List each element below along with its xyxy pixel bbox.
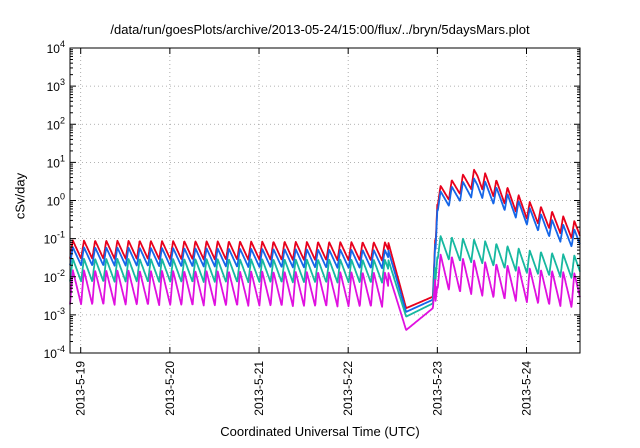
x-tick-label: 2013-5-21 [252, 361, 266, 416]
x-tick-label: 2013-5-23 [430, 361, 444, 416]
series-layer [69, 168, 581, 331]
chart-title: /data/run/goesPlots/archive/2013-05-24/1… [110, 22, 530, 37]
series-line-3 [69, 253, 581, 331]
series-line-1 [69, 177, 581, 313]
y-tick-label: 100 [47, 192, 65, 209]
y-axis-ticks: 10-4 10-3 10-2 10-1 100 101 102 103 104 [44, 39, 580, 361]
y-tick-label: 104 [47, 39, 65, 56]
x-axis-ticks: 2013-5-19 2013-5-20 2013-5-21 2013-5-22 2013… [74, 48, 534, 416]
x-tick-label: 2013-5-24 [520, 361, 534, 416]
x-tick-label: 2013-5-22 [341, 361, 355, 416]
x-tick-label: 2013-5-19 [74, 361, 88, 416]
y-tick-label: 10-1 [44, 230, 65, 247]
y-tick-label: 102 [47, 115, 65, 132]
series-line-0 [69, 168, 581, 310]
y-tick-label: 10-4 [44, 344, 65, 361]
y-axis-label: cSv/day [12, 172, 28, 220]
y-tick-label: 10-3 [44, 306, 65, 323]
y-tick-label: 103 [47, 77, 65, 94]
x-axis-label: Coordinated Universal Time (UTC) [220, 424, 420, 439]
y-tick-label: 101 [47, 153, 65, 170]
series-line-2 [69, 235, 581, 318]
x-tick-label: 2013-5-20 [163, 361, 177, 416]
y-tick-label: 10-2 [44, 268, 65, 285]
